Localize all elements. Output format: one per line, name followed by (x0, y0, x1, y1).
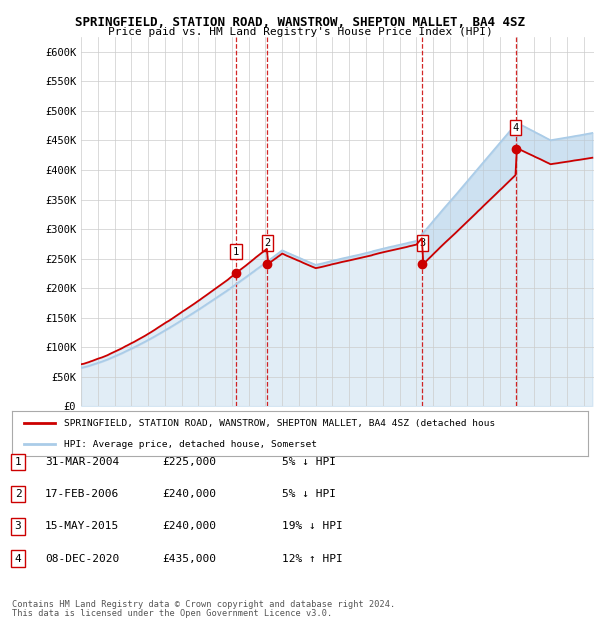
Text: 4: 4 (14, 554, 22, 564)
Text: £435,000: £435,000 (162, 554, 216, 564)
Text: This data is licensed under the Open Government Licence v3.0.: This data is licensed under the Open Gov… (12, 608, 332, 618)
Text: 3: 3 (14, 521, 22, 531)
Text: 5% ↓ HPI: 5% ↓ HPI (282, 489, 336, 499)
Text: £225,000: £225,000 (162, 457, 216, 467)
Text: Price paid vs. HM Land Registry's House Price Index (HPI): Price paid vs. HM Land Registry's House … (107, 27, 493, 37)
Text: 3: 3 (419, 238, 425, 248)
Text: 2: 2 (264, 238, 271, 248)
Text: Contains HM Land Registry data © Crown copyright and database right 2024.: Contains HM Land Registry data © Crown c… (12, 600, 395, 609)
Text: 08-DEC-2020: 08-DEC-2020 (45, 554, 119, 564)
Text: £240,000: £240,000 (162, 521, 216, 531)
Text: 4: 4 (512, 123, 518, 133)
Text: 1: 1 (14, 457, 22, 467)
Text: 15-MAY-2015: 15-MAY-2015 (45, 521, 119, 531)
Text: SPRINGFIELD, STATION ROAD, WANSTROW, SHEPTON MALLET, BA4 4SZ (detached hous: SPRINGFIELD, STATION ROAD, WANSTROW, SHE… (64, 419, 495, 428)
Text: 12% ↑ HPI: 12% ↑ HPI (282, 554, 343, 564)
Text: SPRINGFIELD, STATION ROAD, WANSTROW, SHEPTON MALLET, BA4 4SZ: SPRINGFIELD, STATION ROAD, WANSTROW, SHE… (75, 16, 525, 29)
Text: 1: 1 (233, 247, 239, 257)
Text: HPI: Average price, detached house, Somerset: HPI: Average price, detached house, Some… (64, 440, 317, 449)
Text: 17-FEB-2006: 17-FEB-2006 (45, 489, 119, 499)
Text: 2: 2 (14, 489, 22, 499)
Text: 31-MAR-2004: 31-MAR-2004 (45, 457, 119, 467)
Text: 19% ↓ HPI: 19% ↓ HPI (282, 521, 343, 531)
Text: 5% ↓ HPI: 5% ↓ HPI (282, 457, 336, 467)
Text: £240,000: £240,000 (162, 489, 216, 499)
